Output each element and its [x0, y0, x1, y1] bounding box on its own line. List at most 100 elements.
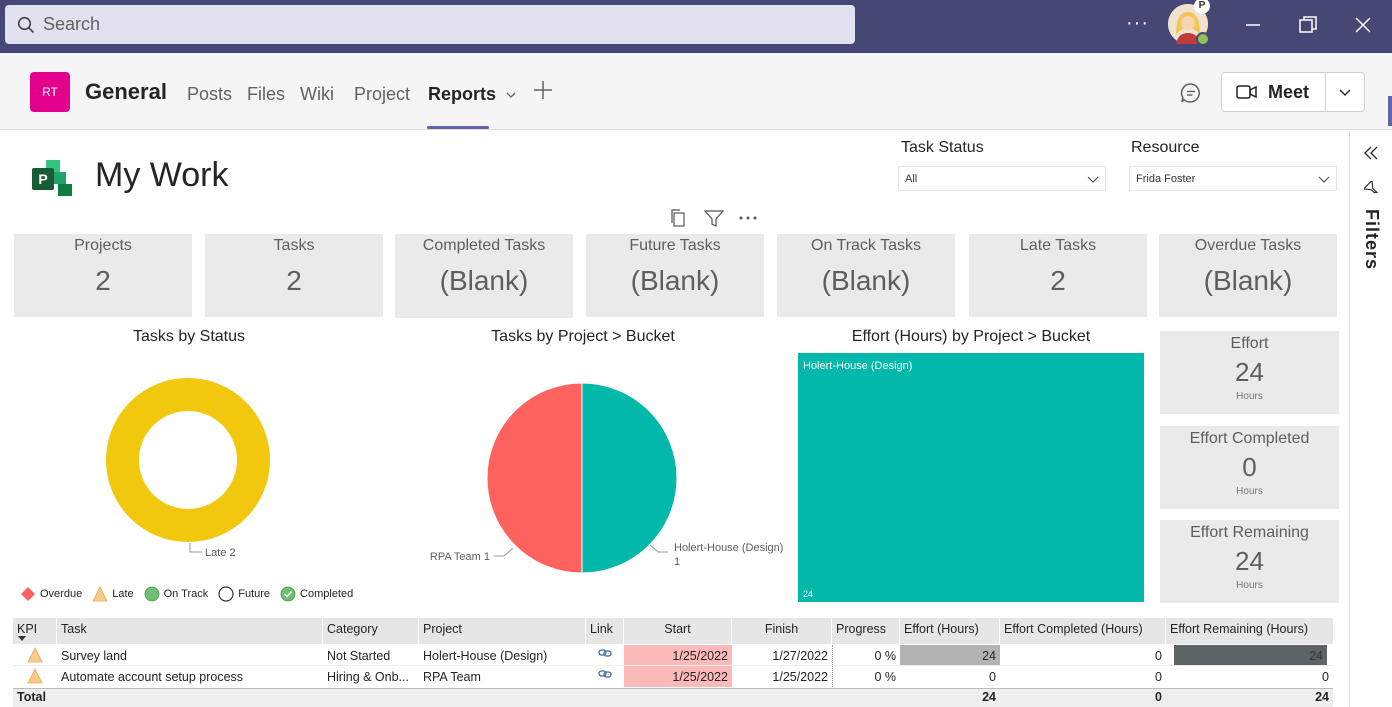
legend-label: On Track	[163, 588, 209, 600]
effort-treemap-chart[interactable]: Holert-House (Design) 24	[798, 353, 1144, 603]
card-effort-completed[interactable]: Effort Completed 0 Hours	[1160, 426, 1339, 509]
card-late-tasks[interactable]: Late Tasks 2	[969, 234, 1147, 317]
collapse-pane-icon[interactable]	[1362, 145, 1380, 161]
project-cell: Holert-House (Design)	[423, 649, 548, 663]
card-overdue-tasks[interactable]: Overdue Tasks (Blank)	[1159, 234, 1337, 317]
filter-icon[interactable]	[1364, 181, 1380, 197]
tab-wiki[interactable]: Wiki	[300, 84, 334, 104]
category-cell: Hiring & Onb...	[327, 670, 409, 684]
task-status-dropdown[interactable]: All	[898, 166, 1106, 191]
add-tab-icon[interactable]	[532, 79, 554, 101]
tab-files[interactable]: Files	[247, 84, 286, 104]
col-effort[interactable]: Effort (Hours)	[900, 618, 1000, 644]
link-cell[interactable]	[586, 645, 624, 665]
link-icon[interactable]	[598, 647, 612, 659]
card-projects[interactable]: Projects 2	[14, 234, 192, 317]
avatar-portrait-icon	[1168, 4, 1208, 44]
col-finish[interactable]: Finish	[732, 618, 832, 644]
legend-label: Future	[238, 588, 271, 600]
search-icon	[17, 16, 35, 33]
user-avatar[interactable]: P	[1168, 0, 1210, 46]
treemap-tile[interactable]	[798, 353, 1144, 602]
col-project[interactable]: Project	[419, 618, 586, 644]
total-effort: 24	[982, 690, 996, 704]
filter-icon[interactable]	[703, 208, 725, 228]
meet-options-button[interactable]	[1326, 87, 1364, 97]
resource-value: Frida Foster	[1136, 173, 1196, 185]
search-input[interactable]	[43, 14, 743, 35]
card-title: Effort Completed	[1189, 430, 1310, 447]
chevron-down-icon	[1087, 176, 1099, 183]
col-effort-completed[interactable]: Effort Completed (Hours)	[1000, 618, 1166, 644]
tasks-by-status-donut-chart[interactable]: Late 2	[14, 356, 374, 566]
minimize-icon[interactable]	[1242, 14, 1264, 36]
tasks-by-project-pie-chart[interactable]: RPA Team 1 Holert-House (Design) 1	[396, 356, 796, 586]
card-future-tasks[interactable]: Future Tasks (Blank)	[586, 234, 764, 317]
filters-pane: Filters	[1349, 131, 1392, 707]
circle-outline-icon	[218, 586, 234, 602]
link-cell[interactable]	[586, 666, 624, 687]
card-value: (Blank)	[1203, 265, 1293, 296]
col-link[interactable]: Link	[586, 618, 624, 644]
effort-cell: 24	[900, 645, 1000, 665]
card-title: Tasks	[273, 237, 315, 254]
pie-slice-rpa-team[interactable]	[486, 382, 583, 574]
pie-data-label: 1	[674, 556, 680, 568]
task-cell: Survey land	[61, 649, 128, 663]
meet-now-button[interactable]: Meet	[1222, 73, 1326, 111]
more-options-button[interactable]: ···	[1126, 12, 1149, 34]
card-completed-tasks[interactable]: Completed Tasks (Blank)	[395, 234, 573, 318]
card-effort-remaining[interactable]: Effort Remaining 24 Hours	[1160, 520, 1339, 603]
resource-dropdown[interactable]: Frida Foster	[1129, 166, 1337, 191]
restore-icon[interactable]	[1297, 14, 1319, 36]
col-task[interactable]: Task	[57, 618, 323, 644]
more-options-icon[interactable]	[737, 208, 759, 228]
copy-visual-icon[interactable]	[668, 208, 688, 228]
effort-completed-cell: 0	[1155, 670, 1162, 684]
meet-button[interactable]: Meet	[1221, 72, 1365, 112]
tab-reports[interactable]: Reports	[428, 84, 517, 105]
tab-project[interactable]: Project	[354, 84, 411, 104]
card-value: 24	[1235, 357, 1264, 387]
search-box[interactable]	[5, 5, 855, 44]
col-effort-remaining[interactable]: Effort Remaining (Hours)	[1170, 622, 1309, 636]
scrollbar-indicator	[1388, 96, 1392, 126]
warning-triangle-icon	[92, 586, 108, 602]
col-category[interactable]: Category	[323, 618, 419, 644]
team-avatar[interactable]: RT	[30, 72, 70, 112]
chevron-down-icon	[1339, 89, 1351, 96]
conversation-icon[interactable]	[1179, 81, 1203, 105]
progress-cell: 0 %	[832, 645, 900, 665]
progress-cell: 0 %	[832, 666, 900, 687]
close-icon[interactable]	[1352, 14, 1374, 36]
category-cell: Not Started	[327, 649, 391, 663]
active-tab-indicator	[427, 126, 489, 129]
card-effort[interactable]: Effort 24 Hours	[1160, 331, 1339, 414]
card-unit: Hours	[1236, 486, 1263, 497]
col-start[interactable]: Start	[624, 618, 732, 644]
col-progress[interactable]: Progress	[832, 618, 900, 644]
total-effort-remaining: 24	[1315, 690, 1329, 704]
card-title: On Track Tasks	[811, 237, 921, 254]
meet-label: Meet	[1268, 81, 1310, 102]
chart-title-effort-by-project: Effort (Hours) by Project > Bucket	[851, 328, 1091, 345]
card-on-track-tasks[interactable]: On Track Tasks (Blank)	[777, 234, 955, 317]
tab-posts[interactable]: Posts	[187, 84, 233, 104]
link-icon[interactable]	[598, 668, 612, 680]
avatar-badge: P	[1194, 0, 1210, 14]
treemap-tile-label: Holert-House (Design)	[803, 360, 912, 372]
card-tasks[interactable]: Tasks 2	[205, 234, 383, 317]
filters-pane-label[interactable]: Filters	[1362, 209, 1382, 271]
donut-slice-late[interactable]	[106, 378, 270, 542]
task-status-label: Task Status	[901, 139, 984, 156]
page-title: My Work	[95, 156, 229, 194]
pie-slice-holert-house-design[interactable]	[581, 382, 678, 574]
effort-remaining-cell: 0	[1322, 670, 1329, 684]
effort-cell: 0	[989, 670, 996, 684]
start-cell: 1/25/2022	[624, 666, 732, 687]
leader-line	[494, 547, 514, 557]
table-row[interactable]: Automate account setup process Hiring & …	[13, 666, 1333, 687]
card-value: 2	[95, 265, 111, 296]
table-row[interactable]: Survey land Not Started Holert-House (De…	[13, 645, 1333, 666]
col-kpi[interactable]: KPI	[13, 618, 57, 644]
